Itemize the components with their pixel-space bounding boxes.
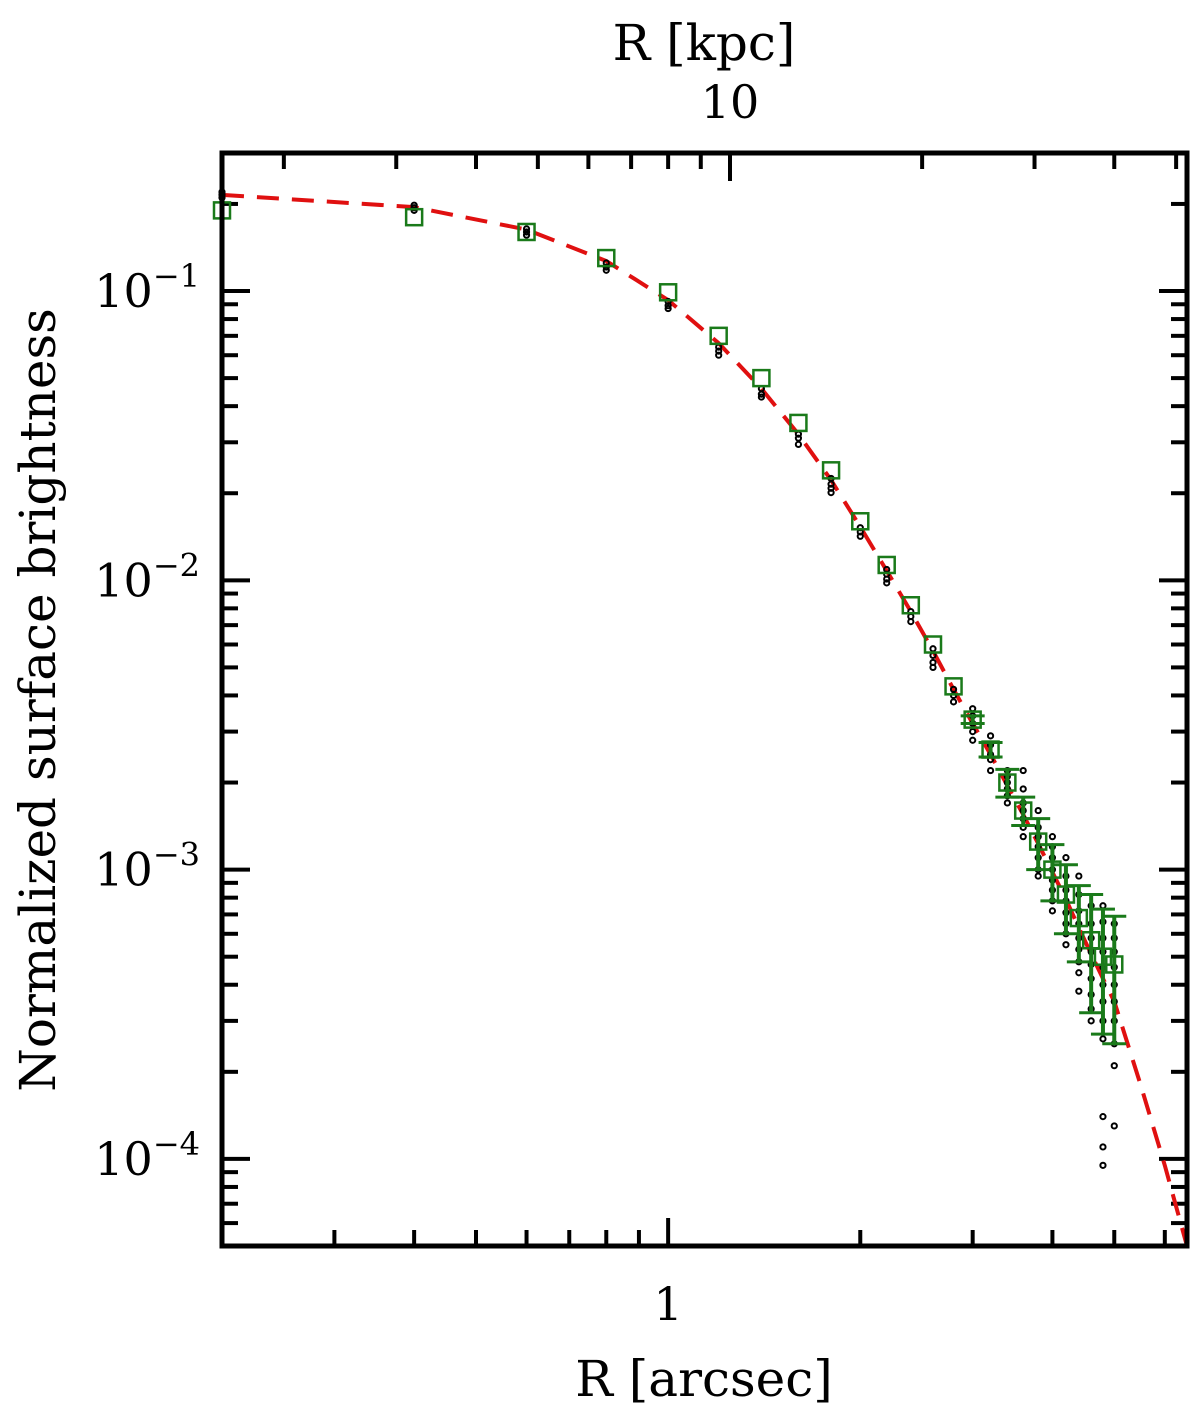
profile-marker [1105, 955, 1124, 974]
profile-marker [658, 283, 678, 302]
data-point [1019, 833, 1027, 841]
data-point [827, 489, 835, 497]
data-point [1048, 907, 1057, 915]
model-curve [221, 192, 1189, 1247]
profile-marker [404, 207, 424, 227]
axis-ticks [220, 151, 1187, 1248]
top-x-axis-label: R [kpc] [613, 14, 796, 72]
data-point [1087, 1017, 1095, 1025]
data-point [1099, 1143, 1107, 1151]
data-point [1110, 1062, 1118, 1070]
profile-marker [752, 368, 771, 388]
data-point [1075, 987, 1083, 995]
data-point [1099, 1161, 1107, 1169]
top-x-tick-label: 10 [701, 75, 760, 129]
data-point [883, 575, 891, 583]
data-point [1034, 806, 1042, 815]
data-point [1075, 969, 1083, 977]
data-point [522, 228, 531, 236]
data-point [969, 727, 977, 736]
y-tick-label: 10−2 [94, 546, 200, 607]
data-point [827, 480, 835, 488]
data-point [757, 390, 766, 398]
data-point [929, 663, 937, 672]
data-point [1099, 902, 1107, 910]
data-point [1075, 872, 1083, 880]
profile-markers-layer [212, 201, 1127, 1046]
data-point [522, 231, 531, 239]
profile-marker [709, 326, 728, 346]
profile-marker [998, 773, 1017, 792]
data-point [664, 304, 672, 313]
data-point [856, 532, 864, 540]
data-point [883, 579, 891, 587]
y-tick-label: 10−1 [94, 257, 200, 318]
y-tick-label: 10−3 [94, 836, 200, 897]
data-point [794, 434, 803, 442]
profile-marker [901, 596, 921, 615]
data-point [715, 347, 723, 355]
data-point [1099, 1113, 1107, 1121]
data-point [1048, 833, 1057, 841]
profile-marker [1081, 930, 1101, 950]
profile-marker [923, 635, 943, 654]
data-point [986, 766, 995, 775]
plot-frame [219, 150, 1190, 1249]
profile-marker [517, 222, 536, 242]
profile-marker [597, 248, 616, 268]
profile-marker [1028, 832, 1048, 851]
data-point [969, 736, 977, 744]
profile-marker [851, 512, 870, 531]
data-point [986, 732, 995, 740]
profile-marker [981, 740, 1000, 759]
x-axis-label: R [arcsec] [575, 1350, 833, 1408]
data-point [602, 266, 610, 274]
data-point [949, 698, 958, 706]
data-point [715, 351, 723, 359]
tick-labels: 1 10 10−1 10−2 10−3 10−4 [94, 75, 759, 1331]
data-point [1034, 872, 1042, 880]
data-points-layer [218, 188, 1118, 1169]
profile-marker [1013, 801, 1033, 820]
y-tick-label: 10−4 [94, 1125, 200, 1186]
data-point [1019, 766, 1027, 775]
x-tick-label: 1 [653, 1277, 682, 1331]
data-point [1110, 1122, 1118, 1130]
profile-marker [789, 413, 808, 433]
data-point [1003, 799, 1011, 807]
data-point [907, 617, 915, 626]
model-curve-layer [221, 192, 1189, 1247]
data-point [757, 393, 766, 401]
y-axis-label: Normalized surface brightness [9, 308, 67, 1092]
profile-marker [944, 677, 963, 696]
profile-marker [821, 461, 841, 480]
data-point [522, 225, 531, 233]
profile-marker [1069, 908, 1089, 928]
profile-marker [1056, 885, 1076, 904]
profile-marker [877, 555, 896, 575]
data-point [794, 440, 803, 449]
profile-marker [963, 710, 982, 729]
data-point [929, 645, 937, 653]
data-point [664, 302, 672, 310]
data-point [1062, 854, 1070, 862]
data-point [1062, 941, 1070, 949]
data-point [1099, 1035, 1107, 1043]
profile-marker [1043, 860, 1062, 879]
data-point [1019, 785, 1027, 793]
